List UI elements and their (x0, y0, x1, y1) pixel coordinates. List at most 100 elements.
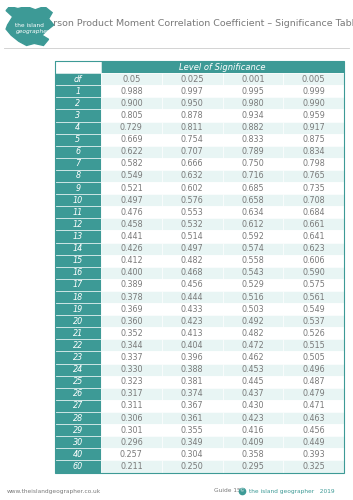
Text: 0.526: 0.526 (303, 329, 325, 338)
Bar (101, 352, 162, 364)
Bar (101, 315, 162, 328)
Bar (223, 194, 283, 206)
Text: 19: 19 (73, 304, 83, 314)
Bar (162, 279, 223, 291)
Text: 0.05: 0.05 (122, 74, 140, 84)
Bar (101, 146, 162, 158)
Text: 27: 27 (73, 402, 83, 410)
Text: 0.441: 0.441 (120, 232, 143, 241)
Text: 8: 8 (75, 172, 80, 180)
Bar (55, 110, 101, 122)
Text: 1: 1 (75, 87, 80, 96)
Bar (55, 460, 101, 472)
Text: 0.349: 0.349 (181, 438, 204, 446)
Text: 0.317: 0.317 (120, 390, 143, 398)
Bar (162, 412, 223, 424)
Bar (162, 352, 223, 364)
Bar (101, 424, 162, 436)
Text: 0.444: 0.444 (181, 292, 203, 302)
Text: 0.311: 0.311 (120, 402, 143, 410)
Bar (162, 448, 223, 460)
Text: 0.882: 0.882 (242, 123, 264, 132)
Bar (283, 460, 344, 472)
Text: 0.503: 0.503 (242, 304, 264, 314)
Bar (162, 98, 223, 110)
Text: 23: 23 (73, 353, 83, 362)
Bar (55, 61, 101, 73)
Text: 10: 10 (73, 196, 83, 204)
Text: 0.532: 0.532 (181, 220, 204, 229)
Text: the island: the island (15, 23, 43, 28)
Bar (283, 448, 344, 460)
Text: 0.666: 0.666 (181, 160, 203, 168)
Text: 0.458: 0.458 (120, 220, 143, 229)
Bar (101, 254, 162, 267)
Text: 0.521: 0.521 (120, 184, 143, 192)
Bar (162, 291, 223, 303)
Text: 14: 14 (73, 244, 83, 253)
Text: 0.355: 0.355 (181, 426, 204, 434)
Bar (55, 61, 344, 472)
Text: 0.669: 0.669 (120, 135, 143, 144)
Bar (55, 291, 101, 303)
Text: 0.505: 0.505 (303, 353, 325, 362)
Text: 24: 24 (73, 365, 83, 374)
Bar (162, 158, 223, 170)
Text: 0.330: 0.330 (120, 365, 143, 374)
Bar (101, 170, 162, 182)
Bar (223, 242, 283, 254)
Text: 0.325: 0.325 (303, 462, 325, 471)
Text: 0.479: 0.479 (303, 390, 325, 398)
Text: 15: 15 (73, 256, 83, 265)
Text: 9: 9 (75, 184, 80, 192)
Text: the island geographer   2019: the island geographer 2019 (249, 488, 335, 494)
Text: 0.497: 0.497 (120, 196, 143, 204)
Text: 13: 13 (73, 232, 83, 241)
Text: 0.798: 0.798 (303, 160, 325, 168)
Text: 0.582: 0.582 (120, 160, 143, 168)
Text: 0.833: 0.833 (242, 135, 264, 144)
Bar (101, 206, 162, 218)
Bar (223, 134, 283, 145)
Bar (101, 182, 162, 194)
Text: 0.433: 0.433 (181, 304, 203, 314)
Bar (101, 364, 162, 376)
Bar (55, 254, 101, 267)
Text: 11: 11 (73, 208, 83, 217)
Bar (101, 388, 162, 400)
Bar (55, 376, 101, 388)
Text: 0.426: 0.426 (120, 244, 143, 253)
Text: 0.959: 0.959 (302, 111, 325, 120)
Text: 0.381: 0.381 (181, 377, 203, 386)
Bar (283, 254, 344, 267)
Text: 0.606: 0.606 (303, 256, 325, 265)
Text: 0.997: 0.997 (181, 87, 204, 96)
Bar (162, 230, 223, 242)
Text: 0.900: 0.900 (120, 99, 143, 108)
Text: 40: 40 (73, 450, 83, 459)
Bar (55, 134, 101, 145)
Bar (101, 61, 344, 73)
Text: 0.658: 0.658 (242, 196, 264, 204)
Bar (55, 267, 101, 279)
Text: 0.496: 0.496 (303, 365, 325, 374)
Bar (162, 242, 223, 254)
Text: 7: 7 (75, 160, 80, 168)
Bar (55, 73, 101, 85)
Bar (101, 267, 162, 279)
Text: 0.306: 0.306 (120, 414, 143, 422)
Bar (162, 182, 223, 194)
Bar (283, 328, 344, 340)
Bar (55, 146, 101, 158)
Bar (162, 340, 223, 351)
Bar (101, 98, 162, 110)
Bar (162, 267, 223, 279)
Text: 0.558: 0.558 (241, 256, 264, 265)
Text: 0.811: 0.811 (181, 123, 203, 132)
Bar (55, 230, 101, 242)
Bar (223, 98, 283, 110)
Text: 0.482: 0.482 (242, 329, 264, 338)
Bar (223, 303, 283, 315)
Bar (223, 352, 283, 364)
Bar (55, 279, 101, 291)
